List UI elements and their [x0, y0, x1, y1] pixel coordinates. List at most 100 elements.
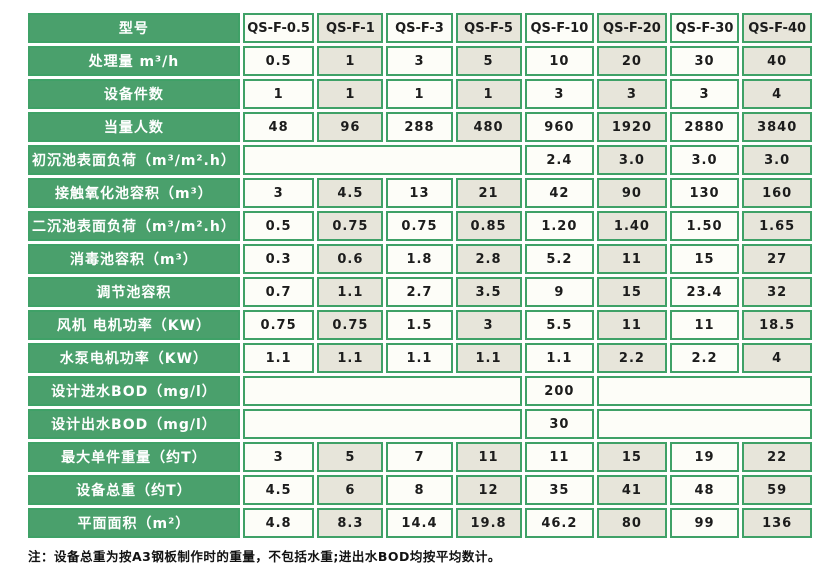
value-cell: 136	[742, 508, 812, 538]
value-cell: 5	[317, 442, 384, 472]
value-cell: 32	[742, 277, 812, 307]
value-cell: 11	[455, 442, 522, 472]
value-cell: 1.1	[317, 277, 384, 307]
value-cell: 20	[597, 46, 667, 76]
value-cell: 1.1	[455, 343, 522, 373]
value-cell: 0.75	[317, 211, 384, 241]
spec-table-container: 型号 QS-F-0.5 QS-F-1 QS-F-3 QS-F-5 QS-F-10 QS-F…	[25, 10, 815, 541]
row-label: 接触氧化池容积（m³）	[28, 178, 240, 208]
value-cell: 130	[669, 178, 740, 208]
empty-cell	[242, 145, 522, 175]
value-cell: 11	[524, 442, 595, 472]
value-cell: 4.5	[242, 475, 315, 505]
row-label: 设计进水BOD（mg/l）	[28, 376, 240, 406]
value-cell: 1.1	[242, 343, 315, 373]
value-cell: 13	[386, 178, 453, 208]
value-cell: 0.75	[242, 310, 315, 340]
value-cell: 2.8	[455, 244, 522, 274]
row-label: 水泵电机功率（KW）	[28, 343, 240, 373]
value-cell: 3.5	[455, 277, 522, 307]
table-row: 设计进水BOD（mg/l） 200	[28, 376, 812, 406]
value-cell: 22	[742, 442, 812, 472]
row-label: 处理量 m³/h	[28, 46, 240, 76]
model-header: QS-F-3	[386, 13, 453, 43]
table-row: 设计出水BOD（mg/l） 30	[28, 409, 812, 439]
value-cell: 30	[524, 409, 595, 439]
value-cell: 99	[669, 508, 740, 538]
value-cell: 1	[317, 79, 384, 109]
value-cell: 288	[386, 112, 453, 142]
value-cell: 90	[597, 178, 667, 208]
value-cell: 4.5	[317, 178, 384, 208]
value-cell: 30	[669, 46, 740, 76]
model-header: QS-F-5	[455, 13, 522, 43]
value-cell: 27	[742, 244, 812, 274]
value-cell: 40	[742, 46, 812, 76]
value-cell: 3	[242, 442, 315, 472]
value-cell: 3.0	[669, 145, 740, 175]
value-cell: 8.3	[317, 508, 384, 538]
empty-cell	[242, 409, 522, 439]
row-label: 消毒池容积（m³）	[28, 244, 240, 274]
value-cell: 1.1	[317, 343, 384, 373]
value-cell: 15	[669, 244, 740, 274]
table-row: 设备件数 1 1 1 1 3 3 3 4	[28, 79, 812, 109]
row-label: 当量人数	[28, 112, 240, 142]
value-cell: 41	[597, 475, 667, 505]
value-cell: 0.85	[455, 211, 522, 241]
value-cell: 5.5	[524, 310, 595, 340]
model-header: QS-F-40	[742, 13, 812, 43]
table-row: 最大单件重量（约T） 3 5 7 11 11 15 19 22	[28, 442, 812, 472]
row-label: 风机 电机功率（KW）	[28, 310, 240, 340]
value-cell: 1.8	[386, 244, 453, 274]
value-cell: 2.2	[597, 343, 667, 373]
value-cell: 21	[455, 178, 522, 208]
empty-cell	[597, 376, 812, 406]
value-cell: 8	[386, 475, 453, 505]
row-label: 初沉池表面负荷（m³/m².h）	[28, 145, 240, 175]
table-row: 处理量 m³/h 0.5 1 3 5 10 20 30 40	[28, 46, 812, 76]
value-cell: 11	[597, 244, 667, 274]
table-row: 设备总重（约T） 4.5 6 8 12 35 41 48 59	[28, 475, 812, 505]
model-header: QS-F-30	[669, 13, 740, 43]
value-cell: 1.40	[597, 211, 667, 241]
value-cell: 1.1	[524, 343, 595, 373]
row-label: 最大单件重量（约T）	[28, 442, 240, 472]
value-cell: 19.8	[455, 508, 522, 538]
value-cell: 1	[455, 79, 522, 109]
value-cell: 3840	[742, 112, 812, 142]
value-cell: 0.75	[317, 310, 384, 340]
value-cell: 3.0	[742, 145, 812, 175]
row-label: 调节池容积	[28, 277, 240, 307]
value-cell: 4	[742, 79, 812, 109]
value-cell: 42	[524, 178, 595, 208]
empty-cell	[597, 409, 812, 439]
value-cell: 3	[669, 79, 740, 109]
footnote: 注：设备总重为按A3钢板制作时的重量，不包括水重;进出水BOD均按平均数计。	[28, 549, 501, 564]
value-cell: 0.3	[242, 244, 315, 274]
value-cell: 9	[524, 277, 595, 307]
value-cell: 96	[317, 112, 384, 142]
row-label: 平面面积（m²）	[28, 508, 240, 538]
value-cell: 1.5	[386, 310, 453, 340]
value-cell: 1.20	[524, 211, 595, 241]
value-cell: 480	[455, 112, 522, 142]
value-cell: 3	[242, 178, 315, 208]
value-cell: 1	[242, 79, 315, 109]
value-cell: 15	[597, 277, 667, 307]
value-cell: 4.8	[242, 508, 315, 538]
table-row: 当量人数 48 96 288 480 960 1920 2880 3840	[28, 112, 812, 142]
row-label: 二沉池表面负荷（m³/m².h）	[28, 211, 240, 241]
value-cell: 0.5	[242, 211, 315, 241]
table-row: 调节池容积 0.7 1.1 2.7 3.5 9 15 23.4 32	[28, 277, 812, 307]
value-cell: 5	[455, 46, 522, 76]
header-row: 型号 QS-F-0.5 QS-F-1 QS-F-3 QS-F-5 QS-F-10 QS-F…	[28, 13, 812, 43]
model-header: QS-F-0.5	[242, 13, 315, 43]
value-cell: 80	[597, 508, 667, 538]
value-cell: 2.2	[669, 343, 740, 373]
value-cell: 3.0	[597, 145, 667, 175]
value-cell: 0.7	[242, 277, 315, 307]
value-cell: 1.1	[386, 343, 453, 373]
value-cell: 3	[524, 79, 595, 109]
value-cell: 48	[669, 475, 740, 505]
